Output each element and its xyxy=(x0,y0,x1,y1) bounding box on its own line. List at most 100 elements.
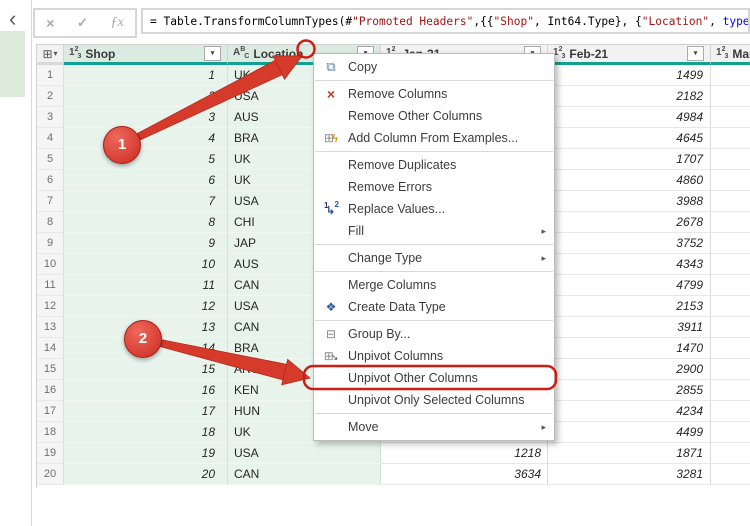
shop-cell[interactable]: 18 xyxy=(64,422,228,443)
confirm-icon[interactable]: ✓ xyxy=(77,15,88,30)
feb-21-cell[interactable]: 2678 xyxy=(548,212,711,233)
select-all-button[interactable]: ⊞ ▾ xyxy=(37,45,64,65)
feb-21-cell[interactable]: 4860 xyxy=(548,170,711,191)
feb-21-cell[interactable]: 2182 xyxy=(548,86,711,107)
shop-cell[interactable]: 4 xyxy=(64,128,228,149)
shop-cell[interactable]: 12 xyxy=(64,296,228,317)
row-number-cell[interactable]: 4 xyxy=(37,128,64,149)
feb-21-cell[interactable]: 4234 xyxy=(548,401,711,422)
feb-21-cell[interactable]: 2855 xyxy=(548,380,711,401)
location-cell[interactable]: CAN xyxy=(228,464,381,485)
feb-21-cell[interactable]: 1707 xyxy=(548,149,711,170)
shop-cell[interactable]: 16 xyxy=(64,380,228,401)
menu-item-unpivot-columns[interactable]: ⊞↘ Unpivot Columns xyxy=(314,345,554,367)
mar-cell[interactable] xyxy=(711,296,750,317)
row-number-cell[interactable]: 8 xyxy=(37,212,64,233)
row-number-cell[interactable]: 5 xyxy=(37,149,64,170)
mar-cell[interactable] xyxy=(711,170,750,191)
mar-cell[interactable] xyxy=(711,65,750,86)
mar-cell[interactable] xyxy=(711,107,750,128)
row-number-cell[interactable]: 20 xyxy=(37,464,64,485)
collapse-queries-chevron[interactable]: ‹ xyxy=(9,6,17,31)
feb-21-cell[interactable]: 3911 xyxy=(548,317,711,338)
row-number-cell[interactable]: 6 xyxy=(37,170,64,191)
shop-cell[interactable]: 6 xyxy=(64,170,228,191)
column-header-feb-21[interactable]: 123 Feb-21 ▾ xyxy=(548,45,711,65)
mar-cell[interactable] xyxy=(711,86,750,107)
menu-item-create-data-type[interactable]: ❖ Create Data Type xyxy=(314,296,554,318)
cancel-icon[interactable]: × xyxy=(46,15,55,31)
feb-21-cell[interactable]: 3988 xyxy=(548,191,711,212)
feb-21-cell[interactable]: 4343 xyxy=(548,254,711,275)
row-number-cell[interactable]: 1 xyxy=(37,65,64,86)
shop-cell[interactable]: 9 xyxy=(64,233,228,254)
formula-input[interactable]: = Table.TransformColumnTypes(#"Promoted … xyxy=(141,8,750,34)
jan-21-cell[interactable]: 3634 xyxy=(381,464,548,485)
row-number-cell[interactable]: 7 xyxy=(37,191,64,212)
feb-21-cell[interactable]: 2900 xyxy=(548,359,711,380)
row-number-cell[interactable]: 18 xyxy=(37,422,64,443)
menu-item-unpivot-other-columns[interactable]: Unpivot Other Columns xyxy=(314,367,554,389)
shop-cell[interactable]: 10 xyxy=(64,254,228,275)
menu-item-move[interactable]: Move ▸ xyxy=(314,416,554,438)
feb-21-cell[interactable]: 2153 xyxy=(548,296,711,317)
feb-21-cell[interactable]: 1871 xyxy=(548,443,711,464)
feb-21-cell[interactable]: 3752 xyxy=(548,233,711,254)
menu-item-copy[interactable]: ⧉ Copy xyxy=(314,56,554,78)
row-number-cell[interactable]: 12 xyxy=(37,296,64,317)
mar-cell[interactable] xyxy=(711,149,750,170)
row-number-cell[interactable]: 2 xyxy=(37,86,64,107)
feb-21-cell[interactable]: 1470 xyxy=(548,338,711,359)
mar-cell[interactable] xyxy=(711,443,750,464)
mar-cell[interactable] xyxy=(711,212,750,233)
shop-cell[interactable]: 20 xyxy=(64,464,228,485)
menu-item-fill[interactable]: Fill ▸ xyxy=(314,220,554,242)
mar-cell[interactable] xyxy=(711,359,750,380)
row-number-cell[interactable]: 9 xyxy=(37,233,64,254)
shop-cell[interactable]: 3 xyxy=(64,107,228,128)
location-cell[interactable]: USA xyxy=(228,443,381,464)
menu-item-add-column-from-examples[interactable]: ⊞ϟ Add Column From Examples... xyxy=(314,127,554,149)
menu-item-remove-duplicates[interactable]: Remove Duplicates xyxy=(314,154,554,176)
menu-item-group-by[interactable]: ⊟ Group By... xyxy=(314,323,554,345)
row-number-cell[interactable]: 17 xyxy=(37,401,64,422)
shop-cell[interactable]: 5 xyxy=(64,149,228,170)
menu-item-remove-other-columns[interactable]: Remove Other Columns xyxy=(314,105,554,127)
mar-cell[interactable] xyxy=(711,380,750,401)
shop-cell[interactable]: 15 xyxy=(64,359,228,380)
row-number-cell[interactable]: 10 xyxy=(37,254,64,275)
menu-item-unpivot-only-selected-columns[interactable]: Unpivot Only Selected Columns xyxy=(314,389,554,411)
column-header-shop[interactable]: 123 Shop ▾ xyxy=(64,45,228,65)
row-number-cell[interactable]: 19 xyxy=(37,443,64,464)
row-number-cell[interactable]: 13 xyxy=(37,317,64,338)
mar-cell[interactable] xyxy=(711,401,750,422)
feb-21-cell[interactable]: 1499 xyxy=(548,65,711,86)
shop-cell[interactable]: 7 xyxy=(64,191,228,212)
mar-cell[interactable] xyxy=(711,128,750,149)
shop-cell[interactable]: 1 xyxy=(64,65,228,86)
feb-21-cell[interactable]: 3281 xyxy=(548,464,711,485)
mar-cell[interactable] xyxy=(711,317,750,338)
shop-cell[interactable]: 19 xyxy=(64,443,228,464)
shop-cell[interactable]: 2 xyxy=(64,86,228,107)
filter-dropdown-button[interactable]: ▾ xyxy=(687,46,704,61)
menu-item-remove-columns[interactable]: × Remove Columns xyxy=(314,83,554,105)
feb-21-cell[interactable]: 4499 xyxy=(548,422,711,443)
row-number-cell[interactable]: 15 xyxy=(37,359,64,380)
row-number-cell[interactable]: 11 xyxy=(37,275,64,296)
menu-item-replace-values[interactable]: 1 ↳ 2 Replace Values... xyxy=(314,198,554,220)
filter-dropdown-button[interactable]: ▾ xyxy=(204,46,221,61)
shop-cell[interactable]: 11 xyxy=(64,275,228,296)
mar-cell[interactable] xyxy=(711,422,750,443)
feb-21-cell[interactable]: 4799 xyxy=(548,275,711,296)
mar-cell[interactable] xyxy=(711,233,750,254)
jan-21-cell[interactable]: 1218 xyxy=(381,443,548,464)
menu-item-remove-errors[interactable]: Remove Errors xyxy=(314,176,554,198)
row-number-cell[interactable]: 14 xyxy=(37,338,64,359)
row-number-cell[interactable]: 16 xyxy=(37,380,64,401)
menu-item-merge-columns[interactable]: Merge Columns xyxy=(314,274,554,296)
column-header-mar[interactable]: 123 Mar ▾ xyxy=(711,45,750,65)
menu-item-change-type[interactable]: Change Type ▸ xyxy=(314,247,554,269)
shop-cell[interactable]: 8 xyxy=(64,212,228,233)
mar-cell[interactable] xyxy=(711,254,750,275)
